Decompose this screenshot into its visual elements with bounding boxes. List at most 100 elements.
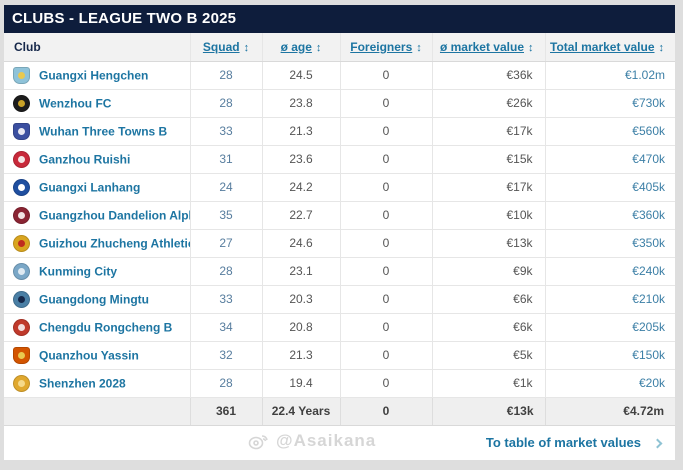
box-footer: @Asaikana To table of market values — [4, 425, 675, 460]
column-header-total-market-value[interactable]: Total market value ↕ — [544, 33, 675, 62]
table-row: Ganzhou Ruishi 31 23.6 0 €15k €470k — [4, 145, 675, 174]
column-header-avg-market-value[interactable]: ø market value ↕ — [431, 33, 545, 62]
club-name-link[interactable]: Guangzhou Dandelion Alpha — [39, 208, 190, 222]
club-logo-icon[interactable] — [13, 234, 30, 252]
avg-market-value-cell: €15k — [431, 145, 545, 174]
club-logo-icon[interactable] — [13, 290, 30, 308]
sort-icon[interactable]: ↕ — [243, 41, 250, 54]
sort-icon[interactable]: ↕ — [528, 41, 534, 54]
club-name-link[interactable]: Chengdu Rongcheng B — [39, 320, 173, 334]
club-name-link[interactable]: Wuhan Three Towns B — [39, 124, 168, 138]
club-logo-icon[interactable] — [13, 262, 30, 280]
squad-cell[interactable]: 31 — [189, 145, 262, 174]
avg-age-cell: 21.3 — [261, 117, 340, 146]
squad-cell[interactable]: 28 — [189, 89, 262, 118]
avg-market-value-cell: €9k — [431, 257, 545, 286]
avg-market-value-cell: €17k — [431, 173, 545, 202]
club-logo-icon[interactable] — [13, 122, 30, 140]
total-market-value-cell[interactable]: €470k — [544, 145, 675, 174]
avg-market-value-cell: €6k — [431, 285, 545, 314]
club-name-link[interactable]: Kunming City — [39, 264, 117, 278]
clubs-box: CLUBS - LEAGUE TWO B 2025 Club Squad ↕ ø … — [4, 5, 675, 460]
total-market-value-cell[interactable]: €730k — [544, 89, 675, 118]
squad-cell[interactable]: 34 — [189, 313, 262, 342]
sort-icon[interactable]: ↕ — [315, 41, 322, 54]
club-name-link[interactable]: Guangxi Lanhang — [39, 180, 141, 194]
club-logo-icon[interactable] — [13, 94, 30, 112]
table-header-row: Club Squad ↕ ø age ↕ Foreigners ↕ ø market … — [4, 33, 675, 62]
totals-club-cell — [4, 396, 190, 426]
total-market-value-cell[interactable]: €150k — [544, 341, 675, 370]
foreigners-cell: 0 — [339, 313, 432, 342]
table-row: Guizhou Zhucheng Athletic 27 24.6 0 €13k… — [4, 229, 675, 258]
avg-market-value-cell: €17k — [431, 117, 545, 146]
total-market-value-cell[interactable]: €210k — [544, 285, 675, 314]
column-header-foreigners[interactable]: Foreigners ↕ — [339, 33, 432, 62]
table-row: Guangxi Hengchen 28 24.5 0 €36k €1.02m — [4, 61, 675, 90]
foreigners-cell: 0 — [339, 117, 432, 146]
foreigners-cell: 0 — [339, 341, 432, 370]
total-market-value-cell[interactable]: €360k — [544, 201, 675, 230]
table-row: Kunming City 28 23.1 0 €9k €240k — [4, 257, 675, 286]
foreigners-cell: 0 — [339, 145, 432, 174]
foreigners-cell: 0 — [339, 173, 432, 202]
club-logo-icon[interactable] — [13, 346, 30, 364]
column-header-squad[interactable]: Squad ↕ — [189, 33, 262, 62]
avg-market-value-cell: €13k — [431, 229, 545, 258]
column-header-avg-age[interactable]: ø age ↕ — [261, 33, 340, 62]
squad-cell[interactable]: 24 — [189, 173, 262, 202]
total-market-value-cell[interactable]: €20k — [544, 369, 675, 398]
avg-market-value-cell: €6k — [431, 313, 545, 342]
club-logo-icon[interactable] — [13, 206, 30, 224]
foreigners-cell: 0 — [339, 229, 432, 258]
clubs-table: Club Squad ↕ ø age ↕ Foreigners ↕ ø market … — [4, 33, 675, 426]
sort-icon[interactable]: ↕ — [416, 41, 422, 54]
total-market-value-cell[interactable]: €1.02m — [544, 61, 675, 90]
club-name-link[interactable]: Wenzhou FC — [39, 96, 112, 110]
squad-cell[interactable]: 33 — [189, 117, 262, 146]
avg-market-value-cell: €26k — [431, 89, 545, 118]
avg-market-value-cell: €10k — [431, 201, 545, 230]
totals-total-market-value: €4.72m — [544, 396, 675, 426]
table-row: Chengdu Rongcheng B 34 20.8 0 €6k €205k — [4, 313, 675, 342]
chevron-right-icon[interactable] — [652, 438, 663, 448]
total-market-value-cell[interactable]: €560k — [544, 117, 675, 146]
table-row: Guangxi Lanhang 24 24.2 0 €17k €405k — [4, 173, 675, 202]
club-name-link[interactable]: Guangxi Hengchen — [39, 68, 149, 82]
total-market-value-cell[interactable]: €350k — [544, 229, 675, 258]
table-row: Shenzhen 2028 28 19.4 0 €1k €20k — [4, 369, 675, 398]
club-logo-icon[interactable] — [13, 150, 30, 168]
market-values-link[interactable]: To table of market values — [485, 434, 641, 450]
club-name-link[interactable]: Ganzhou Ruishi — [39, 152, 131, 166]
squad-cell[interactable]: 35 — [189, 201, 262, 230]
sort-icon[interactable]: ↕ — [658, 41, 665, 54]
club-name-link[interactable]: Guangdong Mingtu — [39, 292, 149, 306]
table-row: Wuhan Three Towns B 33 21.3 0 €17k €560k — [4, 117, 675, 146]
squad-cell[interactable]: 33 — [189, 285, 262, 314]
totals-squad: 361 — [189, 396, 262, 426]
foreigners-cell: 0 — [339, 285, 432, 314]
avg-age-cell: 20.8 — [261, 313, 340, 342]
total-market-value-cell[interactable]: €205k — [544, 313, 675, 342]
clubs-table-body: Guangxi Hengchen 28 24.5 0 €36k €1.02m W… — [4, 61, 675, 398]
club-logo-icon[interactable] — [13, 374, 30, 392]
club-logo-icon[interactable] — [13, 318, 30, 336]
total-market-value-cell[interactable]: €240k — [544, 257, 675, 286]
table-row: Quanzhou Yassin 32 21.3 0 €5k €150k — [4, 341, 675, 370]
column-header-club: Club — [4, 33, 190, 62]
club-logo-icon[interactable] — [13, 66, 30, 84]
squad-cell[interactable]: 28 — [189, 61, 262, 90]
squad-cell[interactable]: 28 — [189, 257, 262, 286]
club-name-link[interactable]: Quanzhou Yassin — [39, 348, 139, 362]
totals-avg-market-value: €13k — [431, 396, 545, 426]
squad-cell[interactable]: 27 — [189, 229, 262, 258]
watermark: @Asaikana — [248, 431, 376, 455]
squad-cell[interactable]: 32 — [189, 341, 262, 370]
club-logo-icon[interactable] — [13, 178, 30, 196]
club-name-link[interactable]: Guizhou Zhucheng Athletic — [39, 236, 190, 250]
table-row: Wenzhou FC 28 23.8 0 €26k €730k — [4, 89, 675, 118]
club-name-link[interactable]: Shenzhen 2028 — [39, 376, 126, 390]
avg-age-cell: 24.2 — [261, 173, 340, 202]
total-market-value-cell[interactable]: €405k — [544, 173, 675, 202]
squad-cell[interactable]: 28 — [189, 369, 262, 398]
